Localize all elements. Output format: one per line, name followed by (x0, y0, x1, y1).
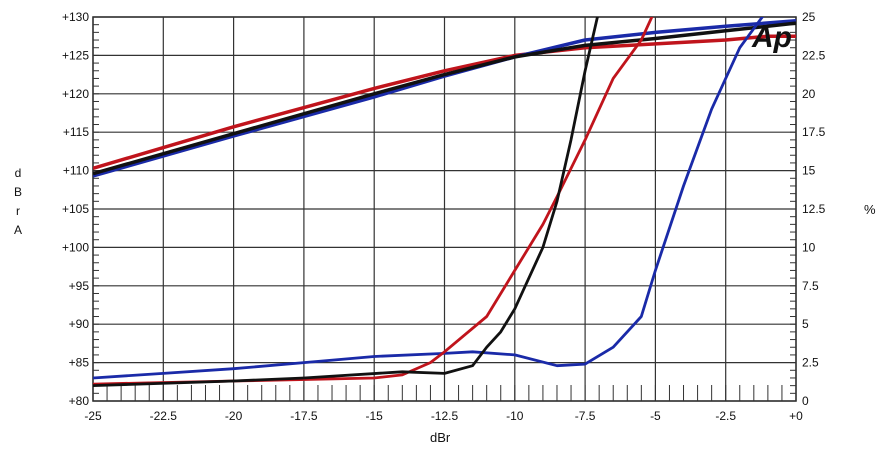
x-tick-label: -5 (650, 409, 661, 423)
y-right-tick-label: 15 (802, 164, 816, 178)
y-right-tick-label: 20 (802, 87, 816, 101)
x-tick-label: -7.5 (575, 409, 596, 423)
y-left-tick-label: +95 (69, 279, 90, 293)
x-tick-label: -17.5 (290, 409, 318, 423)
x-tick-label: -12.5 (431, 409, 459, 423)
y-right-tick-label: 5 (802, 317, 809, 331)
y-left-tick-label: +90 (69, 317, 90, 331)
y-right-tick-label: 7.5 (802, 279, 819, 293)
ticks: -25 -22.5 -20 -17.5 -15 -12.5 -10 -7.5 -5 -2.5 +0 +… (62, 10, 826, 423)
y-left-tick-label: +130 (62, 10, 89, 24)
y-left-tick-label: +110 (63, 164, 89, 178)
y-right-tick-label: 10 (802, 240, 816, 254)
logo: Ap (751, 21, 792, 54)
y-right-tick-label: 12.5 (802, 202, 826, 216)
x-tick-label: +0 (789, 409, 803, 423)
y-left-tick-label: +105 (62, 202, 89, 216)
series-line-thd-blue (93, 17, 765, 380)
y-left-tick-label: +120 (62, 87, 89, 101)
y-left-tick-label: +80 (69, 394, 90, 408)
x-tick-label: -22.5 (150, 409, 178, 423)
series-clip-group (93, 17, 796, 387)
series-group (93, 17, 796, 387)
y-left-tick-label: +85 (69, 356, 90, 370)
y-right-axis-label: % (864, 202, 876, 217)
x-tick-label: -20 (225, 409, 243, 423)
x-tick-label: -10 (506, 409, 524, 423)
y-right-tick-label: 0 (802, 394, 809, 408)
x-tick-label: -2.5 (715, 409, 736, 423)
y-left-tick-label: +125 (62, 48, 89, 62)
series-line-thd-black (93, 17, 599, 387)
y-right-tick-label: 17.5 (802, 125, 826, 139)
y-right-tick-label: 2.5 (802, 356, 819, 370)
y-right-tick-label: 22.5 (802, 48, 826, 62)
series-line-thd-red (93, 17, 654, 386)
x-tick-label: -15 (366, 409, 384, 423)
series-line-level-black (93, 21, 796, 176)
y-left-tick-label: +115 (63, 125, 89, 139)
grid (92, 16, 797, 402)
x-axis-label: dBr (430, 430, 451, 445)
y-left-axis-label: dBrA (11, 166, 25, 242)
y-left-tick-label: +100 (62, 240, 89, 254)
y-right-tick-label: 25 (802, 10, 816, 24)
x-tick-label: -25 (84, 409, 102, 423)
